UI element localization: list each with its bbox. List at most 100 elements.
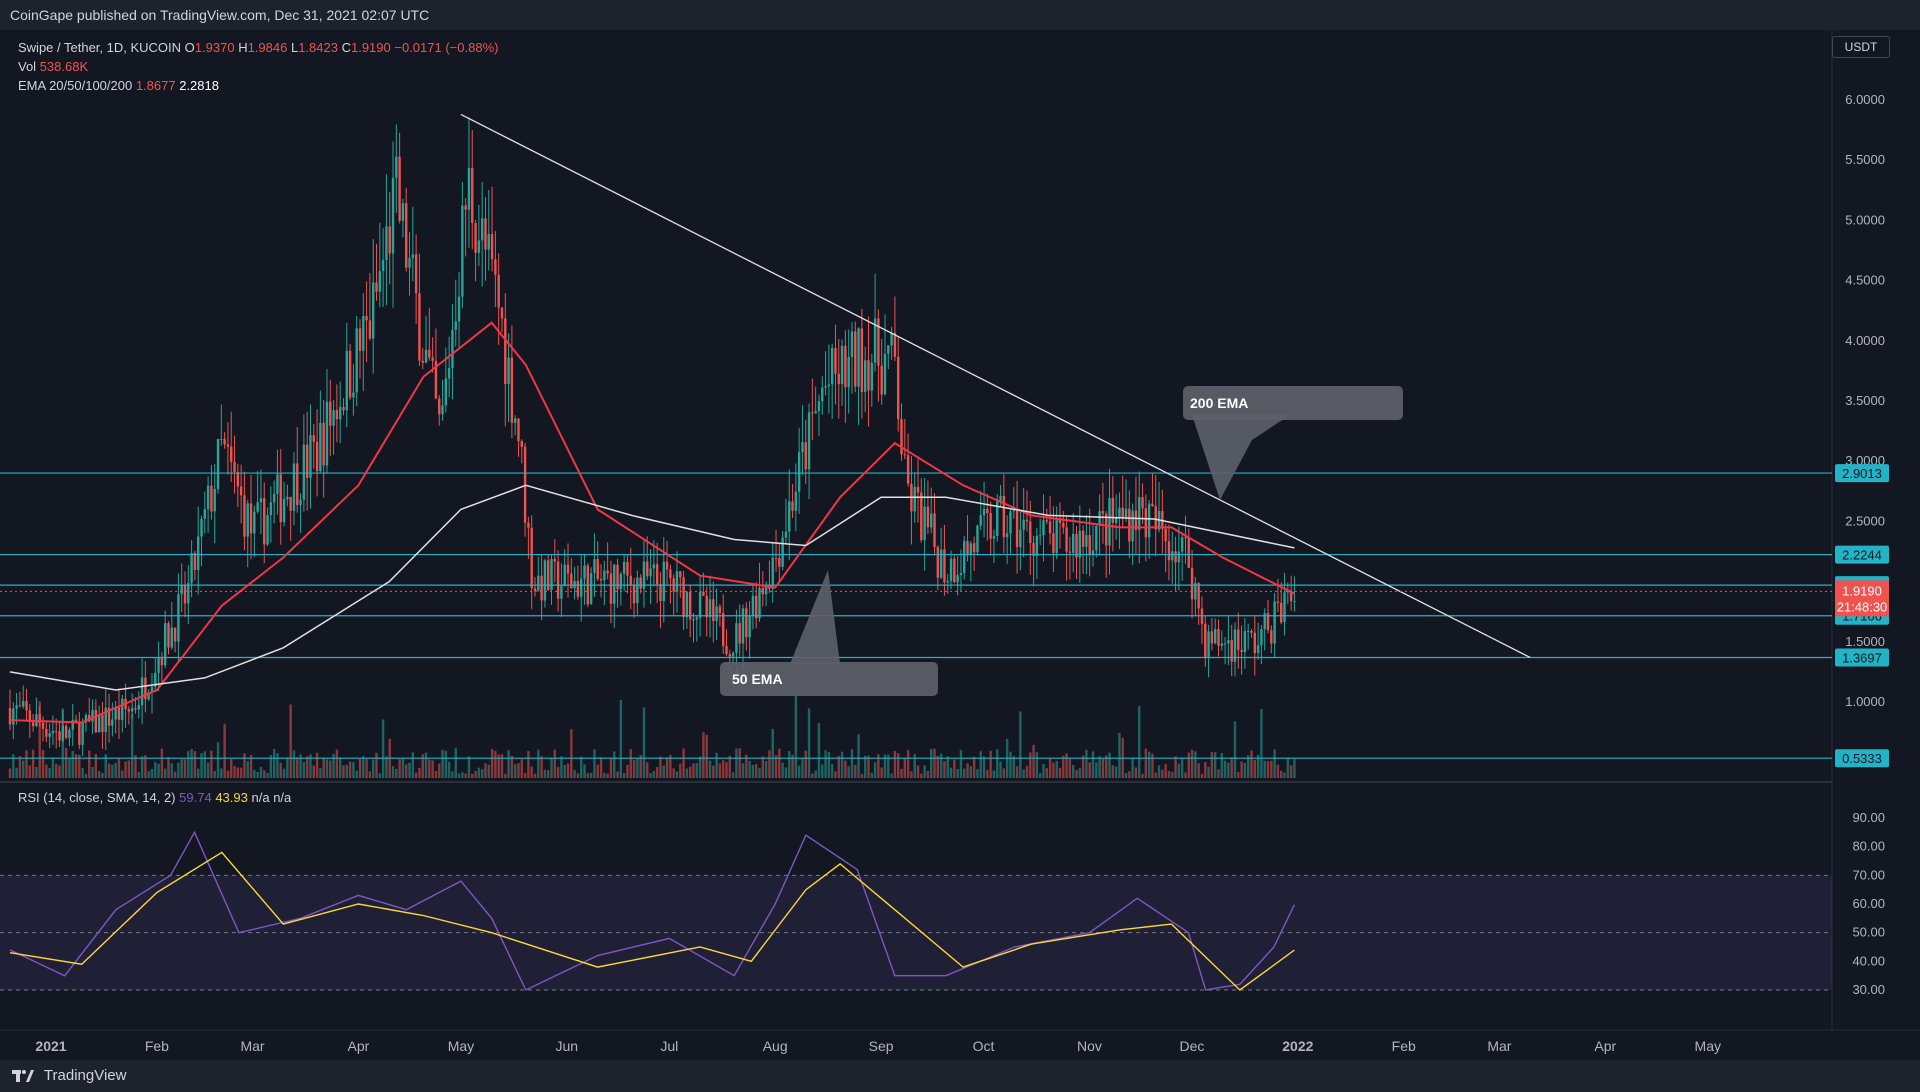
ema-label[interactable]: EMA 20/50/100/200 xyxy=(18,78,133,93)
volume-bar xyxy=(1223,760,1227,778)
volume-bar xyxy=(114,763,117,778)
close-label: C xyxy=(341,40,351,55)
candle-body xyxy=(249,503,253,534)
candle-body xyxy=(325,401,329,466)
volume-bar xyxy=(586,773,590,778)
volume-bar xyxy=(282,768,286,778)
candle-body xyxy=(421,360,424,363)
candle-body xyxy=(804,442,807,470)
candle-body xyxy=(939,549,943,578)
candle-body xyxy=(996,501,999,537)
volume-bar xyxy=(751,764,755,778)
volume-bar xyxy=(804,750,807,778)
candle-body xyxy=(1111,497,1115,523)
candle-body xyxy=(223,438,226,445)
volume-bar xyxy=(94,753,98,778)
candle-body xyxy=(1078,530,1082,558)
rsi-label[interactable]: RSI (14, close, SMA, 14, 2) xyxy=(18,790,176,805)
candle-body xyxy=(1025,519,1029,522)
candle-body xyxy=(414,254,418,294)
candle-body xyxy=(451,329,454,369)
callout-50-ema[interactable] xyxy=(720,662,938,696)
candle-body xyxy=(510,357,514,423)
candle-body xyxy=(484,218,487,250)
candle-body xyxy=(722,613,725,647)
volume-bar xyxy=(58,765,61,778)
candle-body xyxy=(18,705,22,707)
volume-bar xyxy=(675,771,679,778)
candle-body xyxy=(157,657,160,673)
volume-bar xyxy=(920,773,923,778)
candle-body xyxy=(1005,533,1009,538)
volume-bar xyxy=(117,757,121,778)
volume-bar xyxy=(1161,769,1164,778)
candle-body xyxy=(1062,522,1065,528)
candle-body xyxy=(216,438,220,489)
volume-bar xyxy=(672,768,675,778)
time-tick-label: Dec xyxy=(1179,1038,1204,1054)
volume-bar xyxy=(25,750,28,778)
candle-body xyxy=(880,365,883,395)
volume-bar xyxy=(1187,752,1190,778)
volume-bar xyxy=(31,749,35,778)
volume-bar xyxy=(834,771,837,778)
volume-bar xyxy=(1233,721,1237,778)
volume-bar xyxy=(253,769,256,778)
volume-bar xyxy=(434,771,438,778)
volume-bar xyxy=(249,755,253,778)
volume-bar xyxy=(1237,771,1240,778)
candle-body xyxy=(444,378,448,406)
chart-canvas[interactable]: 6.00005.50005.00004.50004.00003.50003.00… xyxy=(0,30,1920,1060)
currency-tag[interactable]: USDT xyxy=(1832,36,1890,58)
candle-body xyxy=(1048,521,1052,534)
candle-body xyxy=(193,553,197,571)
volume-bar xyxy=(652,771,656,778)
symbol-label[interactable]: Swipe / Tether, 1D, KUCOIN xyxy=(18,40,182,55)
volume-bar xyxy=(1052,762,1055,778)
callout-pointer-50 xyxy=(790,570,840,664)
volume-bar xyxy=(1019,711,1022,778)
volume-bar xyxy=(454,748,457,778)
vol-label[interactable]: Vol xyxy=(18,59,37,74)
candle-body xyxy=(731,652,735,657)
candle-body xyxy=(890,332,893,346)
level-price-text: 2.9013 xyxy=(1842,466,1882,481)
candle-body xyxy=(916,486,920,493)
volume-bar xyxy=(428,759,431,778)
volume-bar xyxy=(966,763,969,778)
candle-body xyxy=(490,234,494,260)
candle-body xyxy=(1247,630,1250,632)
callout-200-ema-text: 200 EMA xyxy=(1190,395,1248,411)
candle-body xyxy=(745,608,748,638)
candle-body xyxy=(609,573,613,604)
volume-bar xyxy=(840,751,844,778)
volume-bar xyxy=(480,769,484,778)
volume-bar xyxy=(289,704,292,778)
volume-bar xyxy=(1098,756,1101,778)
candle-body xyxy=(560,586,563,599)
volume-bar xyxy=(523,772,527,778)
candle-body xyxy=(1038,535,1042,537)
volume-bar xyxy=(784,767,788,778)
volume-bar xyxy=(55,763,58,778)
volume-bar xyxy=(424,752,428,778)
callout-200-ema[interactable] xyxy=(1183,386,1403,420)
volume-bar xyxy=(728,755,732,778)
volume-bar xyxy=(520,759,523,778)
candle-body xyxy=(454,321,457,330)
volume-bar xyxy=(441,749,444,778)
volume-bar xyxy=(497,754,500,778)
candle-body xyxy=(1263,613,1266,630)
candle-body xyxy=(497,274,500,308)
candle-body xyxy=(408,258,411,268)
descending-trendline[interactable] xyxy=(460,113,1531,659)
candle-body xyxy=(1270,630,1273,644)
footer-brand[interactable]: TradingView xyxy=(43,1067,127,1084)
candle-body xyxy=(613,564,616,604)
candle-body xyxy=(461,205,464,297)
volume-bar xyxy=(553,749,557,778)
volume-bar xyxy=(830,763,834,778)
volume-bar xyxy=(982,756,986,778)
volume-bar xyxy=(338,757,342,778)
candle-body xyxy=(12,708,15,725)
